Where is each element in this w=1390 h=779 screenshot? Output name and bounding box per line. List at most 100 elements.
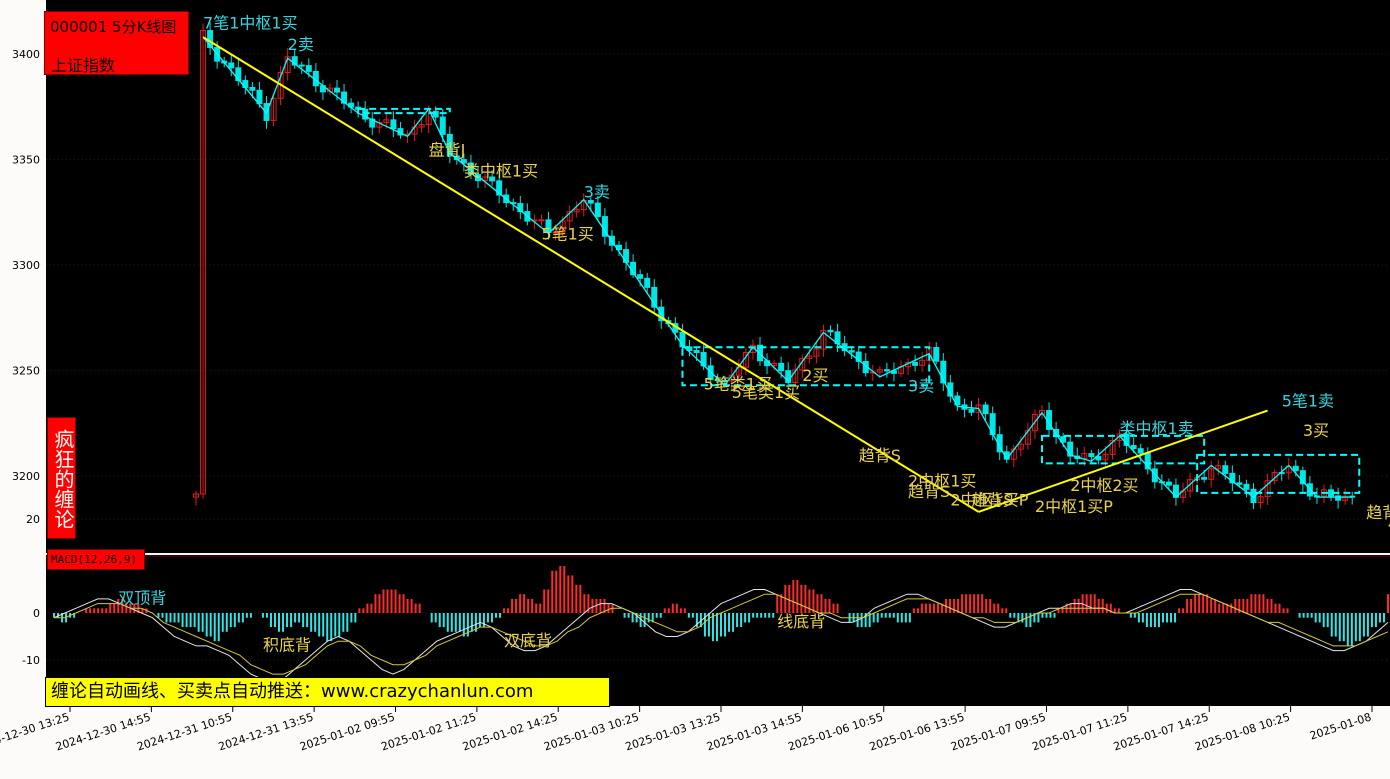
candle-body xyxy=(1095,456,1102,461)
candle-body xyxy=(912,362,919,366)
macd-histogram xyxy=(53,566,1389,646)
candle-body xyxy=(1060,436,1067,443)
candle-body xyxy=(1342,495,1349,501)
zhongshu-box xyxy=(1041,434,1206,465)
candle-body xyxy=(200,30,207,495)
bi-stroke-line xyxy=(202,36,1353,499)
candle-body xyxy=(1039,410,1045,416)
candle-body xyxy=(1102,453,1109,461)
candle-body xyxy=(1208,468,1215,480)
y-tick-label: 3300 xyxy=(12,259,40,272)
candle-body xyxy=(637,274,644,279)
promo-banner[interactable]: 缠论自动画线、买卖点自动推送：www.crazychanlun.com xyxy=(45,677,610,707)
candle-body xyxy=(235,67,242,82)
candle-body xyxy=(1130,444,1137,450)
candle-body xyxy=(757,344,763,362)
candle-body xyxy=(425,110,432,126)
candle-body xyxy=(573,209,580,213)
signal-label: 2中枢2买 xyxy=(1070,476,1138,495)
candle-body xyxy=(1229,472,1236,484)
candle-body xyxy=(778,362,785,372)
candle-body xyxy=(298,64,305,67)
candle-body xyxy=(1187,479,1194,492)
candle-body xyxy=(383,119,390,124)
candle-body xyxy=(792,369,799,384)
candle-body xyxy=(982,404,989,415)
candle-body xyxy=(552,231,559,234)
candle-body xyxy=(1335,495,1342,501)
candle-body xyxy=(1151,468,1158,483)
candle-body xyxy=(1109,439,1116,455)
candle-body xyxy=(1017,443,1024,450)
candle-body xyxy=(855,351,862,362)
candle-body xyxy=(460,159,467,164)
signal-label: 2中枢1买P xyxy=(1035,497,1113,516)
candle-body xyxy=(827,329,834,333)
index-name: 上证指数 xyxy=(51,56,116,75)
signal-label: 3买 xyxy=(1303,421,1329,440)
candle-body xyxy=(1165,481,1172,486)
signal-label: 趋背S xyxy=(908,482,950,501)
candle-body xyxy=(1222,465,1229,474)
candle-body xyxy=(651,286,658,308)
candle-body xyxy=(432,110,439,118)
signal-label: 7笔1中枢1买 xyxy=(203,14,298,33)
signal-label: 3卖 xyxy=(908,377,934,396)
candle-body xyxy=(439,116,446,135)
candle-body xyxy=(1292,465,1299,472)
zhongshu-box xyxy=(1196,453,1361,494)
macd-y-tick-label: 0 xyxy=(33,607,40,620)
candle-body xyxy=(594,202,601,218)
candle-body xyxy=(228,62,235,69)
candle-body xyxy=(362,108,369,120)
trend-line xyxy=(202,36,980,513)
candle-body xyxy=(1243,483,1250,490)
signal-label: 2卖 xyxy=(288,35,314,54)
y-tick-label: 3250 xyxy=(12,365,40,378)
macd-y-tick-label: -10 xyxy=(22,654,40,667)
candle-body xyxy=(1236,482,1243,485)
candle-body xyxy=(1116,433,1123,441)
candle-body xyxy=(1201,477,1208,480)
signal-label: 2 xyxy=(1387,512,1390,531)
zhongshu-box xyxy=(357,107,451,115)
chart-title: 000001 5分K线图 xyxy=(50,18,177,36)
candle-body xyxy=(341,91,348,104)
candle-body xyxy=(876,369,883,373)
signal-label: 盘背J xyxy=(429,140,466,159)
candle-body xyxy=(693,349,700,354)
candle-body xyxy=(968,408,975,413)
candle-body xyxy=(644,277,651,288)
macd-signal-label: 积底背 xyxy=(263,636,311,655)
candle-body xyxy=(933,347,940,362)
macd-signal-label: 双顶背 xyxy=(118,589,166,608)
signal-label: 3卖 xyxy=(584,182,610,201)
candle-body xyxy=(1257,496,1264,504)
candle-body xyxy=(193,493,199,498)
candle-body xyxy=(1067,441,1074,457)
y-tick-label: 3400 xyxy=(12,48,40,61)
candle-body xyxy=(538,219,545,222)
candle-body xyxy=(270,97,277,121)
candle-body xyxy=(418,124,425,128)
candle-body xyxy=(806,355,813,359)
candle-body xyxy=(1264,480,1271,498)
candle-body xyxy=(1299,470,1306,485)
candle-body xyxy=(517,203,524,213)
brand-logo: 疯狂的缠论 xyxy=(47,417,76,539)
candle-body xyxy=(559,220,566,233)
signal-label: 2中枢1买 xyxy=(908,472,976,491)
candle-body xyxy=(334,87,340,93)
candle-body xyxy=(1123,433,1130,446)
macd-title: MACD(12,26,9) xyxy=(47,549,145,570)
candle-body xyxy=(390,119,397,130)
macd-signal-label: 线底背 xyxy=(777,612,825,631)
candle-body xyxy=(446,133,453,157)
candle-body xyxy=(291,56,298,66)
trend-line xyxy=(978,409,1268,513)
x-tick-label: 2025-01-08 xyxy=(1308,710,1373,742)
candle-body xyxy=(249,86,256,91)
macd-dea-line xyxy=(54,593,1389,675)
